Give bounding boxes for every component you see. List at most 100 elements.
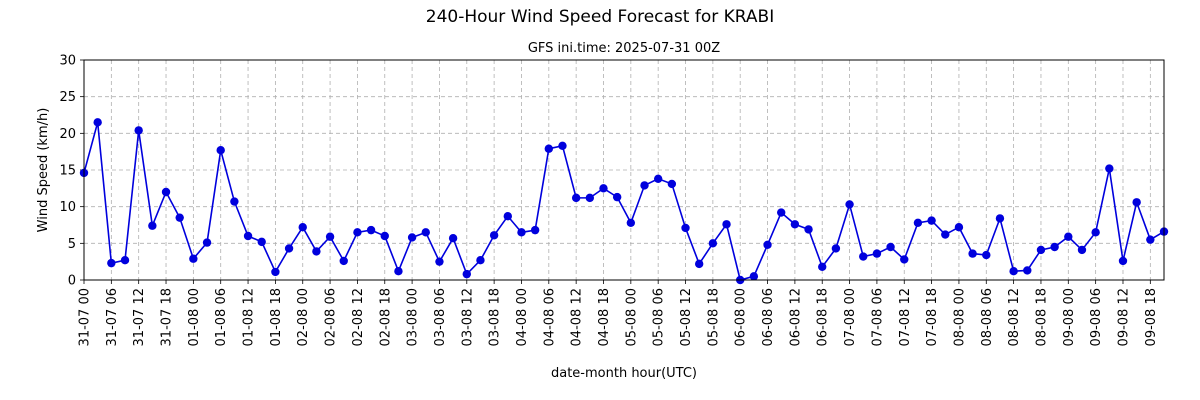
- data-point: [653, 174, 663, 183]
- x-tick-label: 06-08 06: [761, 288, 776, 346]
- data-point: [1036, 245, 1046, 255]
- data-point: [749, 272, 759, 281]
- x-tick-label: 01-08 00: [187, 288, 202, 346]
- data-point: [585, 193, 595, 203]
- data-point: [1009, 267, 1018, 276]
- data-point: [708, 239, 718, 248]
- y-tick-label: 20: [59, 127, 76, 142]
- x-tick-label: 07-08 18: [925, 288, 940, 346]
- data-point: [216, 146, 225, 155]
- x-tick-label: 07-08 00: [843, 288, 858, 346]
- data-point: [1105, 164, 1114, 173]
- data-point: [1064, 232, 1073, 241]
- x-tick-label: 31-07 12: [132, 288, 147, 346]
- x-tick-label: 09-08 12: [1116, 288, 1131, 346]
- data-point: [818, 262, 827, 271]
- data-point: [927, 216, 936, 225]
- x-tick-label: 09-08 06: [1089, 288, 1104, 346]
- data-point: [777, 208, 786, 217]
- x-tick-label: 06-08 18: [816, 288, 831, 346]
- x-tick-label: 02-08 00: [296, 288, 311, 346]
- data-point: [489, 231, 499, 240]
- axes: 0 5 10 15 20 25 30 31-07 00 31-07 06 31-07 12 31-0…: [59, 54, 1158, 347]
- x-tick-label: 08-08 06: [980, 288, 995, 346]
- x-tick-label: 31-07 18: [160, 288, 175, 346]
- x-tick-label: 08-08 00: [952, 288, 967, 346]
- data-point: [517, 228, 526, 237]
- data-point: [284, 244, 294, 253]
- data-point: [1091, 228, 1100, 237]
- data-point: [1077, 245, 1087, 255]
- x-axis-label: date-month hour(UTC): [551, 366, 697, 381]
- data-point: [230, 197, 239, 206]
- data-point: [913, 218, 923, 227]
- x-tick-label: 03-08 12: [460, 288, 475, 346]
- data-point: [93, 118, 102, 127]
- data-point: [626, 218, 636, 227]
- data-point: [257, 237, 266, 247]
- data-point: [1118, 256, 1128, 266]
- x-tick-label: 02-08 12: [351, 288, 366, 346]
- plot-frame: [83, 59, 1165, 281]
- data-point: [366, 225, 376, 235]
- data-point: [298, 223, 307, 232]
- x-tick-label: 01-08 06: [214, 288, 229, 346]
- data-point: [325, 232, 335, 241]
- x-tick-label: 05-08 12: [679, 288, 694, 346]
- x-tick-label: 03-08 18: [488, 288, 503, 346]
- data-point: [954, 223, 964, 232]
- y-tick-label: 10: [59, 200, 76, 215]
- data-point: [1146, 235, 1155, 244]
- x-tick-label: 09-08 18: [1144, 288, 1159, 346]
- x-tick-label: 04-08 18: [597, 288, 612, 346]
- data-point: [530, 225, 540, 235]
- data-point: [982, 250, 991, 260]
- grid-lines: [84, 60, 1164, 280]
- x-tick-label: 09-08 00: [1062, 288, 1077, 346]
- data-point: [107, 258, 116, 268]
- x-tick-label: 08-08 12: [1007, 288, 1022, 346]
- data-point: [1050, 242, 1059, 252]
- data-point: [407, 233, 417, 242]
- data-point: [612, 192, 622, 202]
- data-point: [694, 259, 704, 269]
- y-tick-label: 0: [68, 274, 76, 289]
- data-point: [599, 184, 608, 193]
- x-tick-label: 01-08 18: [269, 288, 284, 346]
- data-point: [243, 231, 253, 241]
- x-tick-label: 04-08 06: [542, 288, 557, 346]
- x-tick-label: 08-08 18: [1034, 288, 1049, 346]
- series-group: [79, 118, 1169, 285]
- data-point: [339, 256, 348, 266]
- x-tick-label: 03-08 00: [406, 288, 421, 346]
- data-point: [161, 187, 171, 197]
- data-point: [859, 252, 868, 261]
- x-tick-label: 31-07 00: [78, 288, 93, 346]
- data-point: [271, 267, 280, 277]
- x-tick-label: 05-08 18: [706, 288, 721, 346]
- x-tick-label: 03-08 06: [433, 288, 448, 346]
- data-point: [435, 257, 444, 266]
- data-point: [462, 269, 471, 279]
- data-point: [886, 242, 895, 252]
- data-point: [448, 234, 458, 243]
- data-point: [1132, 198, 1141, 207]
- data-point: [394, 267, 403, 276]
- x-tick-label: 05-08 06: [652, 288, 667, 346]
- data-point: [353, 228, 362, 237]
- x-tick-label: 07-08 12: [898, 288, 913, 346]
- x-tick-label: 02-08 06: [324, 288, 339, 346]
- x-tick-label: 06-08 00: [734, 288, 749, 346]
- y-tick-label: 25: [59, 90, 76, 105]
- x-tick-label: 06-08 12: [788, 288, 803, 346]
- data-point: [421, 228, 430, 237]
- data-point: [134, 126, 143, 135]
- data-point: [120, 256, 130, 265]
- data-point: [900, 255, 909, 264]
- data-point: [380, 231, 389, 241]
- y-axis-label: Wind Speed (km/h): [36, 108, 51, 233]
- data-point: [189, 254, 198, 263]
- chart-subtitle: GFS ini.time: 2025-07-31 00Z: [528, 41, 720, 56]
- data-point: [667, 179, 677, 189]
